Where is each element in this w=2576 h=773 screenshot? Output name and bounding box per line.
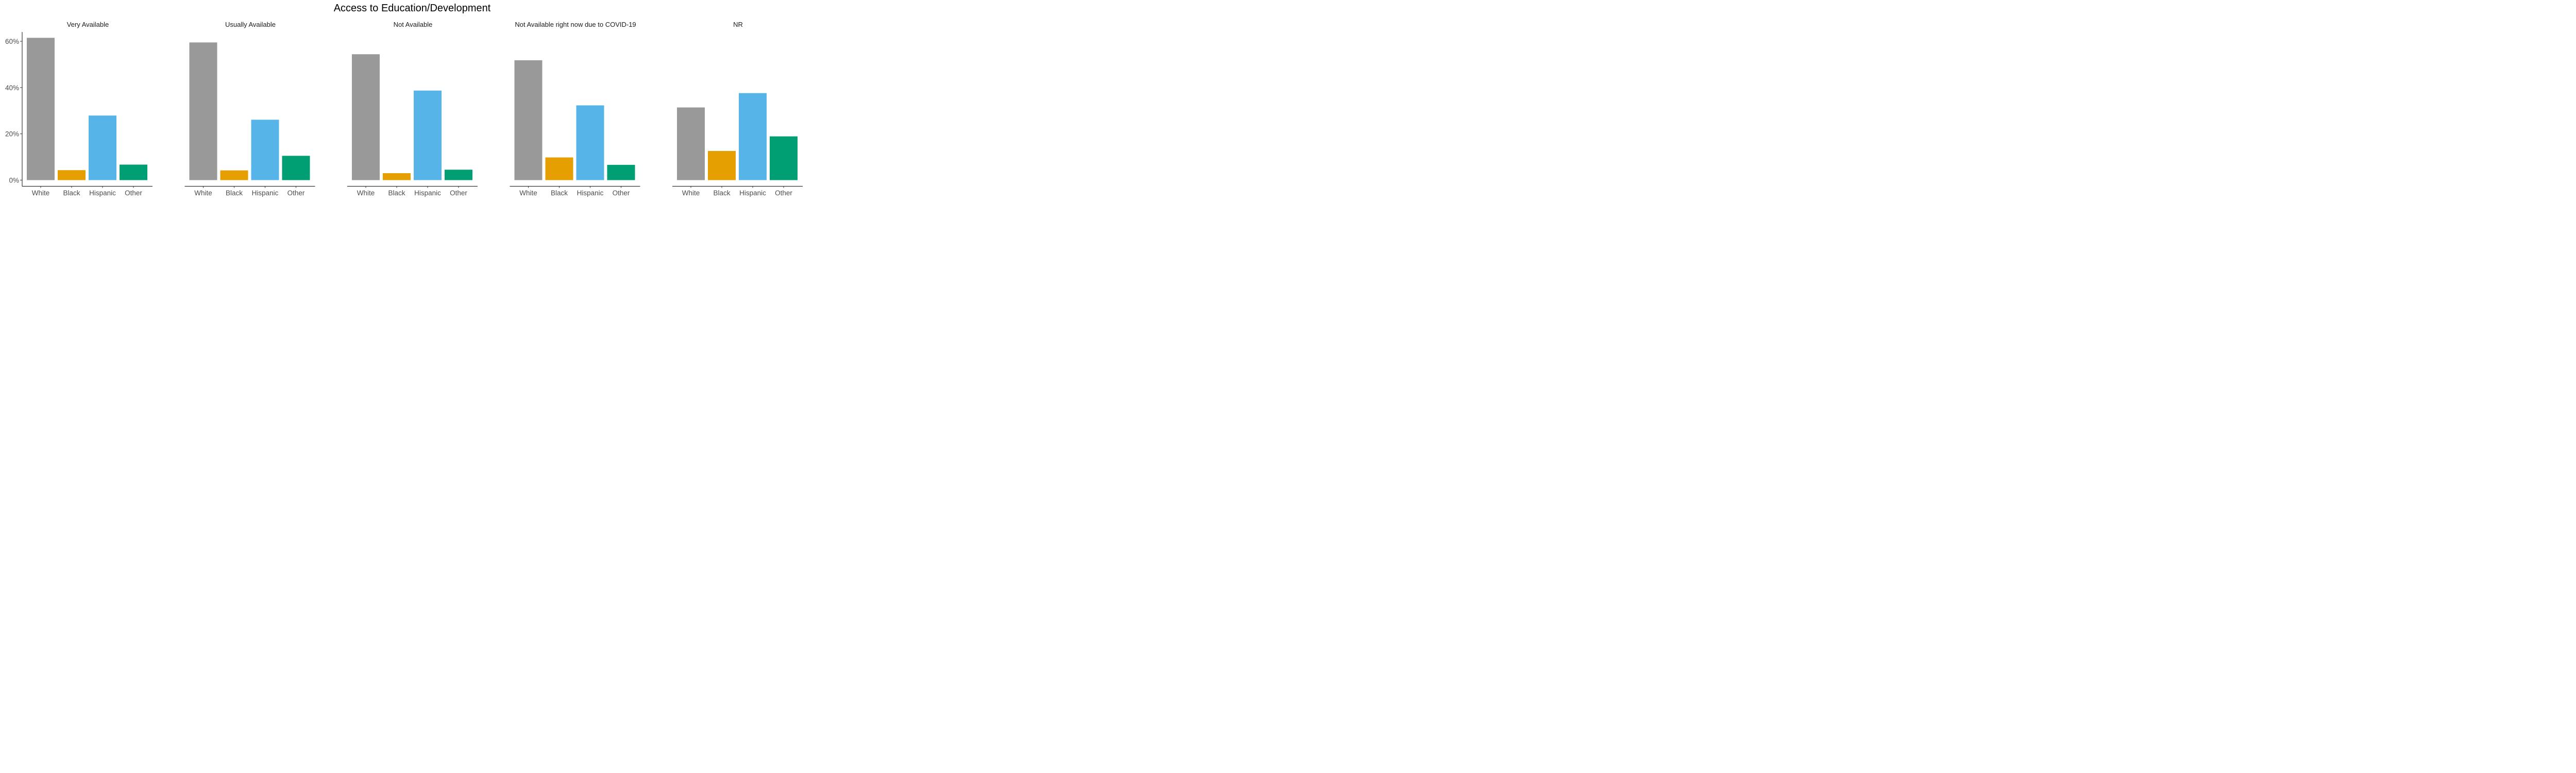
x-tick-label: Hispanic	[739, 189, 766, 197]
facet-panel: Very Available White Black Hispanic Other	[22, 21, 152, 197]
bar	[607, 164, 635, 180]
y-tick-label: 0%	[9, 177, 19, 184]
x-tick-label: Black	[63, 189, 80, 197]
x-tick-label: Hispanic	[577, 189, 604, 197]
x-tick-label: White	[519, 189, 537, 197]
facet-strip-label: Very Available	[67, 21, 109, 28]
x-tick-label: Hispanic	[414, 189, 441, 197]
x-tick-label: Other	[287, 189, 305, 197]
bar	[545, 157, 573, 180]
bar	[445, 170, 472, 180]
y-axis: 0% 20% 40% 60%	[5, 32, 23, 187]
x-tick-label: Black	[713, 189, 730, 197]
x-tick-label: Black	[551, 189, 568, 197]
x-tick-label: White	[357, 189, 375, 197]
y-tick-label: 60%	[5, 38, 19, 45]
facet-panel: Not Available White Black Hispanic Other	[347, 21, 478, 197]
bar	[739, 93, 767, 180]
bar	[27, 38, 55, 180]
x-tick-label: Hispanic	[252, 189, 279, 197]
x-tick-label: Black	[226, 189, 243, 197]
x-tick-label: Other	[775, 189, 792, 197]
x-tick-label: White	[682, 189, 700, 197]
bar	[220, 170, 248, 180]
bar	[514, 60, 543, 180]
x-tick-label: Other	[450, 189, 467, 197]
bar	[352, 54, 380, 180]
bar	[251, 120, 279, 180]
facet-panel: Usually Available White Black Hispanic Other	[184, 21, 315, 197]
x-tick-label: Other	[613, 189, 630, 197]
facet-strip-label: Not Available right now due to COVID-19	[515, 21, 636, 28]
bar	[414, 90, 442, 180]
x-tick-label: Other	[125, 189, 142, 197]
bar	[576, 105, 604, 180]
bar	[383, 173, 411, 180]
x-tick-label: Black	[388, 189, 405, 197]
bar	[89, 115, 116, 180]
y-tick-label: 20%	[5, 130, 19, 138]
bar	[58, 170, 86, 180]
x-tick-label: Hispanic	[89, 189, 116, 197]
facet-strip-label: Not Available	[394, 21, 433, 28]
bar	[120, 164, 147, 180]
bar	[708, 150, 736, 180]
chart: Access to Education/Development Very Ava…	[5, 3, 803, 197]
bar	[677, 107, 705, 180]
y-tick-label: 40%	[5, 84, 19, 92]
x-tick-label: White	[194, 189, 212, 197]
bar	[189, 42, 217, 180]
facet-panel: NR White Black Hispanic Other	[672, 21, 803, 197]
chart-title: Access to Education/Development	[334, 3, 491, 14]
x-tick-label: White	[32, 189, 50, 197]
bar	[282, 156, 310, 180]
facet-strip-label: NR	[733, 21, 743, 28]
facet-strip-label: Usually Available	[225, 21, 276, 28]
facet-panel: Not Available right now due to COVID-19 W…	[510, 21, 640, 197]
bar	[770, 136, 798, 180]
